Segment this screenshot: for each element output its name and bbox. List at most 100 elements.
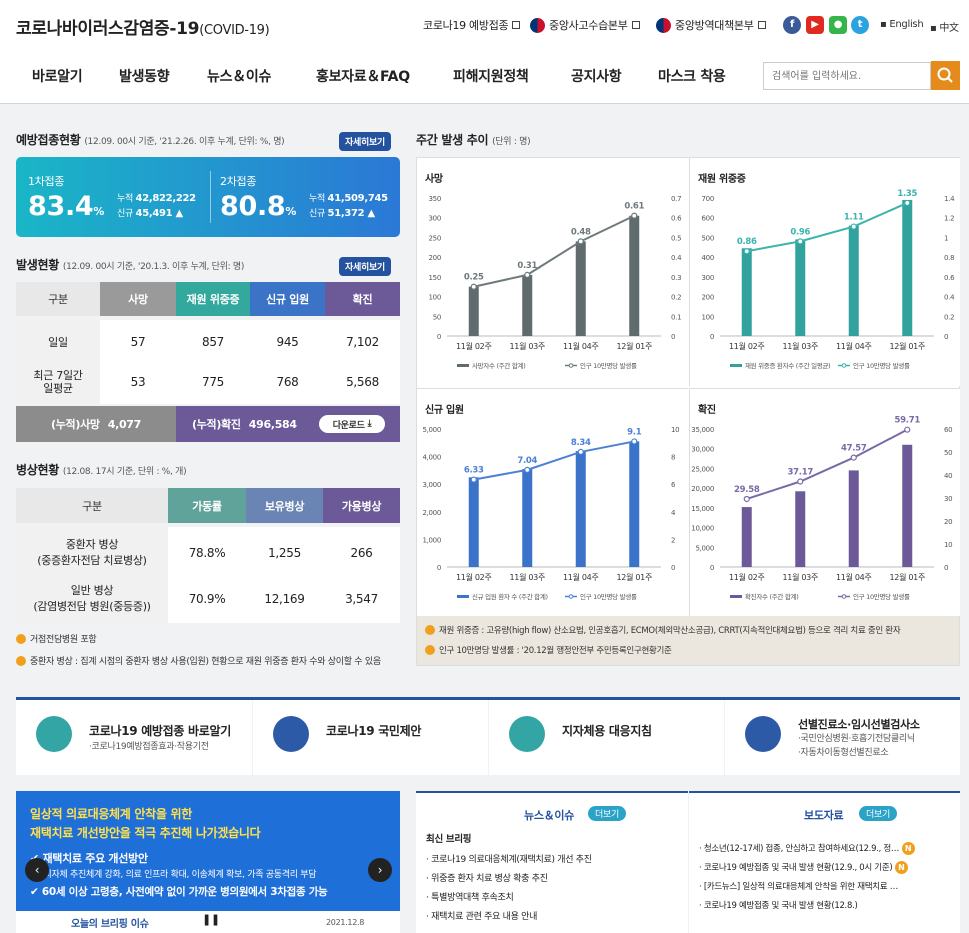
rate-point (797, 238, 804, 245)
bar (741, 248, 752, 336)
legend-point-swatch (568, 363, 574, 368)
x-tick-label: 11월 02주 (456, 341, 492, 351)
chart-2: 신규 입원 0 1,000 2,000 3,000 4,000 5,000 0 2 4 6 8 10 11… (417, 388, 688, 616)
banner-caption: 오늘의 브리핑 이슈 (71, 919, 149, 930)
y-tick-label: 350 (429, 195, 441, 203)
weekly-notes: 재원 위중증 : 고유량(high flow) 산소요법, 인공호흡기, ECM… (417, 616, 959, 665)
legend-bar-swatch (730, 595, 742, 598)
external-link-icon (512, 21, 521, 29)
twitter-icon[interactable]: t (851, 16, 869, 34)
lang-english[interactable]: ▪ English (880, 19, 924, 30)
first-dose-new: 신규 45,491 ▲ (117, 208, 183, 219)
banner-line-5: ✔ 60세 이상 고령층, 사전예약 없이 가까운 병의원에서 3차접종 가능 (30, 886, 328, 898)
nav-news[interactable]: 뉴스＆이슈 (207, 69, 272, 85)
link-vaccination[interactable]: 코로나19 예방접종 (423, 17, 521, 33)
occurrence-more-button[interactable]: 자세히보기 (339, 257, 391, 276)
nav-notice[interactable]: 공지사항 (571, 69, 622, 85)
download-icon: ⤓ (367, 419, 372, 429)
bar (902, 444, 913, 567)
rate-point (631, 212, 638, 219)
rate-label: 1.35 (897, 189, 917, 199)
y-tick-label: 10,000 (691, 525, 714, 533)
chart-1: 재원 위중증 0 100 200 300 400 500 600 700 0 0.2 0.4 0.6 0.… (689, 158, 960, 386)
rate-line (473, 214, 635, 288)
beds-cell: 266 (350, 546, 373, 560)
press-item[interactable]: · 코로나19 예방접종 및 국내 발생 현황(12.8.) (699, 901, 858, 911)
y2-tick-label: 10 (671, 426, 679, 434)
bar (795, 239, 806, 336)
y2-tick-label: 0.1 (671, 313, 681, 321)
briefing-banner[interactable]: 일상적 의료대응체계 안착을 위한 재택치료 개선방안을 적극 추진해 나가겠습… (16, 791, 400, 933)
news-item[interactable]: · 코로나19 의료대응체계(재택치료) 개선 추진 (426, 855, 592, 865)
bar (848, 470, 859, 567)
press-item[interactable]: · 코로나19 예방접종 및 국내 발생 현황(12.9., 0시 기준) N (699, 859, 915, 878)
press-list: · 청소년(12-17세) 접종, 안심하고 참여하세요(12.9., 정… N… (699, 840, 915, 916)
chart-svg: 0 100 200 300 400 500 600 700 0 0.2 0.4 0.6 0.8 1 1.2 1… (702, 189, 956, 370)
y-tick-label: 0 (437, 333, 441, 341)
link-cdsc[interactable]: 중앙방역대책본부 (656, 17, 766, 33)
search-button[interactable] (931, 61, 960, 90)
news-panel: 뉴스＆이슈 더보기 최신 브리핑 · 코로나19 의료대응체계(재택치료) 개선… (416, 791, 688, 933)
next-arrow-icon[interactable]: › (368, 858, 392, 882)
occurrence-row-label: 최근 7일간 일평균 (33, 369, 83, 395)
nav-about[interactable]: 바로알기 (32, 69, 83, 85)
y-tick-label: 150 (429, 274, 441, 282)
nav-mask[interactable]: 마스크 착용 (658, 69, 726, 85)
chart-title: 사망 (425, 174, 443, 185)
banner-date: 2021.12.8 (326, 918, 365, 927)
rate-label: 1.11 (844, 213, 864, 223)
quick-local-guide[interactable]: 지자체용 대응지침 (489, 700, 724, 775)
press-item[interactable]: · [카드뉴스] 일상적 의료대응체계 안착을 위한 재택치료 … (699, 882, 898, 892)
site-logo[interactable]: 코로나바이러스감염증-19(COVID-19) (16, 19, 270, 39)
prev-arrow-icon[interactable]: ‹ (25, 858, 49, 882)
facebook-icon[interactable]: f (783, 16, 801, 34)
x-tick-label: 11월 04주 (836, 341, 872, 351)
blog-icon[interactable]: ● (829, 16, 847, 34)
news-title: 뉴스＆이슈 (524, 809, 574, 822)
emblem-icon (530, 17, 545, 33)
youtube-icon[interactable]: ▶ (806, 16, 824, 34)
y2-tick-label: 20 (944, 518, 952, 526)
quick-screening[interactable]: 선별진료소·임시선별검사소 ·국민안심병원·호흡기전담클리닉 ·자동차이동형선별진… (725, 700, 960, 775)
occurrence-cell: 945 (276, 334, 299, 349)
download-button[interactable]: 다운로드 ⤓ (319, 415, 385, 433)
quick-proposal[interactable]: 코로나19 국민제안 (253, 700, 488, 775)
y2-tick-label: 1.4 (944, 195, 955, 203)
y2-tick-label: 60 (944, 426, 952, 434)
bar (522, 469, 533, 567)
news-more-button[interactable]: 더보기 (588, 806, 626, 821)
pause-icon[interactable]: ❚❚ (202, 913, 220, 926)
legend-label: 인구 10만명당 발생률 (580, 592, 637, 601)
rate-label: 0.86 (737, 237, 757, 247)
y2-tick-label: 1 (944, 234, 948, 242)
news-item[interactable]: · 재택치료 관련 주요 내용 안내 (426, 912, 538, 922)
press-more-button[interactable]: 더보기 (859, 806, 897, 821)
vaccination-more-button[interactable]: 자세히보기 (339, 132, 391, 151)
bar (902, 199, 913, 336)
bar (468, 286, 479, 336)
news-item[interactable]: · 특별방역대책 후속조치 (426, 893, 514, 903)
second-dose-cum: 누적 41,509,745 (309, 193, 388, 204)
legend-bar-swatch (457, 595, 469, 598)
first-dose-cum: 누적 42,822,222 (117, 193, 196, 204)
rate-point (904, 426, 911, 433)
rate-label: 0.25 (464, 273, 484, 283)
nav-pr-faq[interactable]: 홍보자료＆FAQ (316, 69, 410, 85)
search-input[interactable] (763, 62, 931, 90)
lang-chinese[interactable]: ▪ 中文 (930, 23, 959, 34)
link-csc[interactable]: 중앙사고수습본부 (530, 17, 640, 33)
news-item[interactable]: · 위중증 환자 치료 병상 확충 추진 (426, 874, 548, 884)
rate-label: 0.61 (624, 202, 644, 212)
x-tick-label: 11월 02주 (729, 572, 765, 582)
rate-label: 0.96 (790, 227, 810, 237)
occurrence-cell: 7,102 (346, 334, 379, 349)
nav-trend[interactable]: 발생동향 (119, 69, 170, 85)
x-tick-label: 11월 03주 (782, 572, 818, 582)
beds-cell: 12,169 (264, 592, 305, 606)
nav-support[interactable]: 피해지원정책 (453, 69, 529, 85)
quick-vaccination-info[interactable]: 코로나19 예방접종 바로알기 ·코로나19예방접종효과·작용기전 (16, 700, 252, 775)
beds-note-2: 중환자 병상 : 집계 시점의 중환자 병상 사용(입원) 현황으로 재원 위중… (16, 654, 381, 667)
rate-point (743, 248, 750, 255)
y2-tick-label: 30 (944, 495, 952, 503)
press-item[interactable]: · 청소년(12-17세) 접종, 안심하고 참여하세요(12.9., 정… N (699, 840, 915, 859)
